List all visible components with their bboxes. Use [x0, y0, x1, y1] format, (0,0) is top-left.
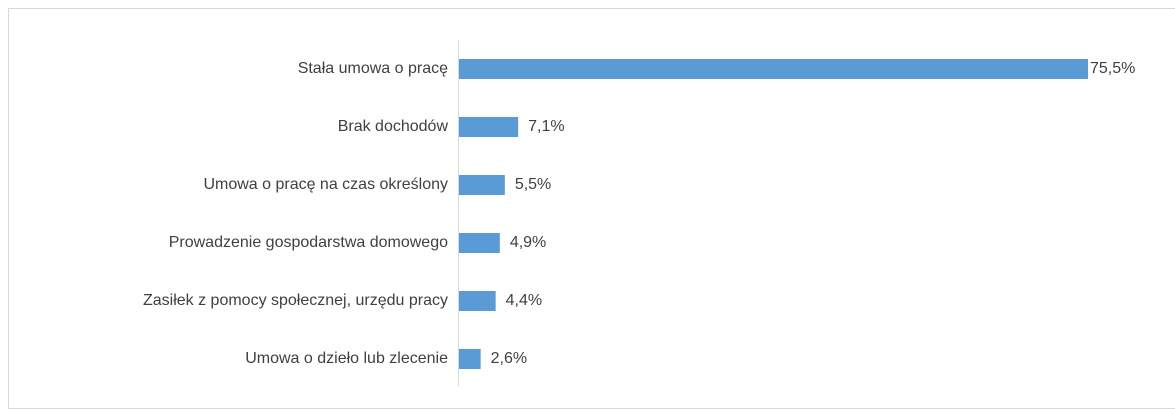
bar	[459, 117, 519, 137]
value-label: 7,1%	[528, 118, 564, 135]
value-label: 4,4%	[506, 292, 542, 309]
value-label: 5,5%	[515, 176, 551, 193]
bar	[459, 233, 500, 253]
bar	[459, 291, 496, 311]
value-label: 75,5%	[1090, 60, 1135, 77]
category-label: Umowa o pracę na czas określony	[203, 176, 448, 193]
value-label: 4,9%	[510, 234, 546, 251]
category-label: Brak dochodów	[338, 118, 449, 135]
category-label: Prowadzenie gospodarstwa domowego	[169, 234, 448, 251]
bar	[459, 59, 1088, 79]
bar	[459, 349, 481, 369]
category-label: Umowa o dzieło lub zlecenie	[245, 350, 448, 367]
category-label: Stała umowa o pracę	[298, 60, 448, 77]
value-label: 2,6%	[491, 350, 527, 367]
bar	[459, 175, 505, 195]
category-label: Zasiłek z pomocy społecznej, urzędu prac…	[143, 292, 448, 309]
